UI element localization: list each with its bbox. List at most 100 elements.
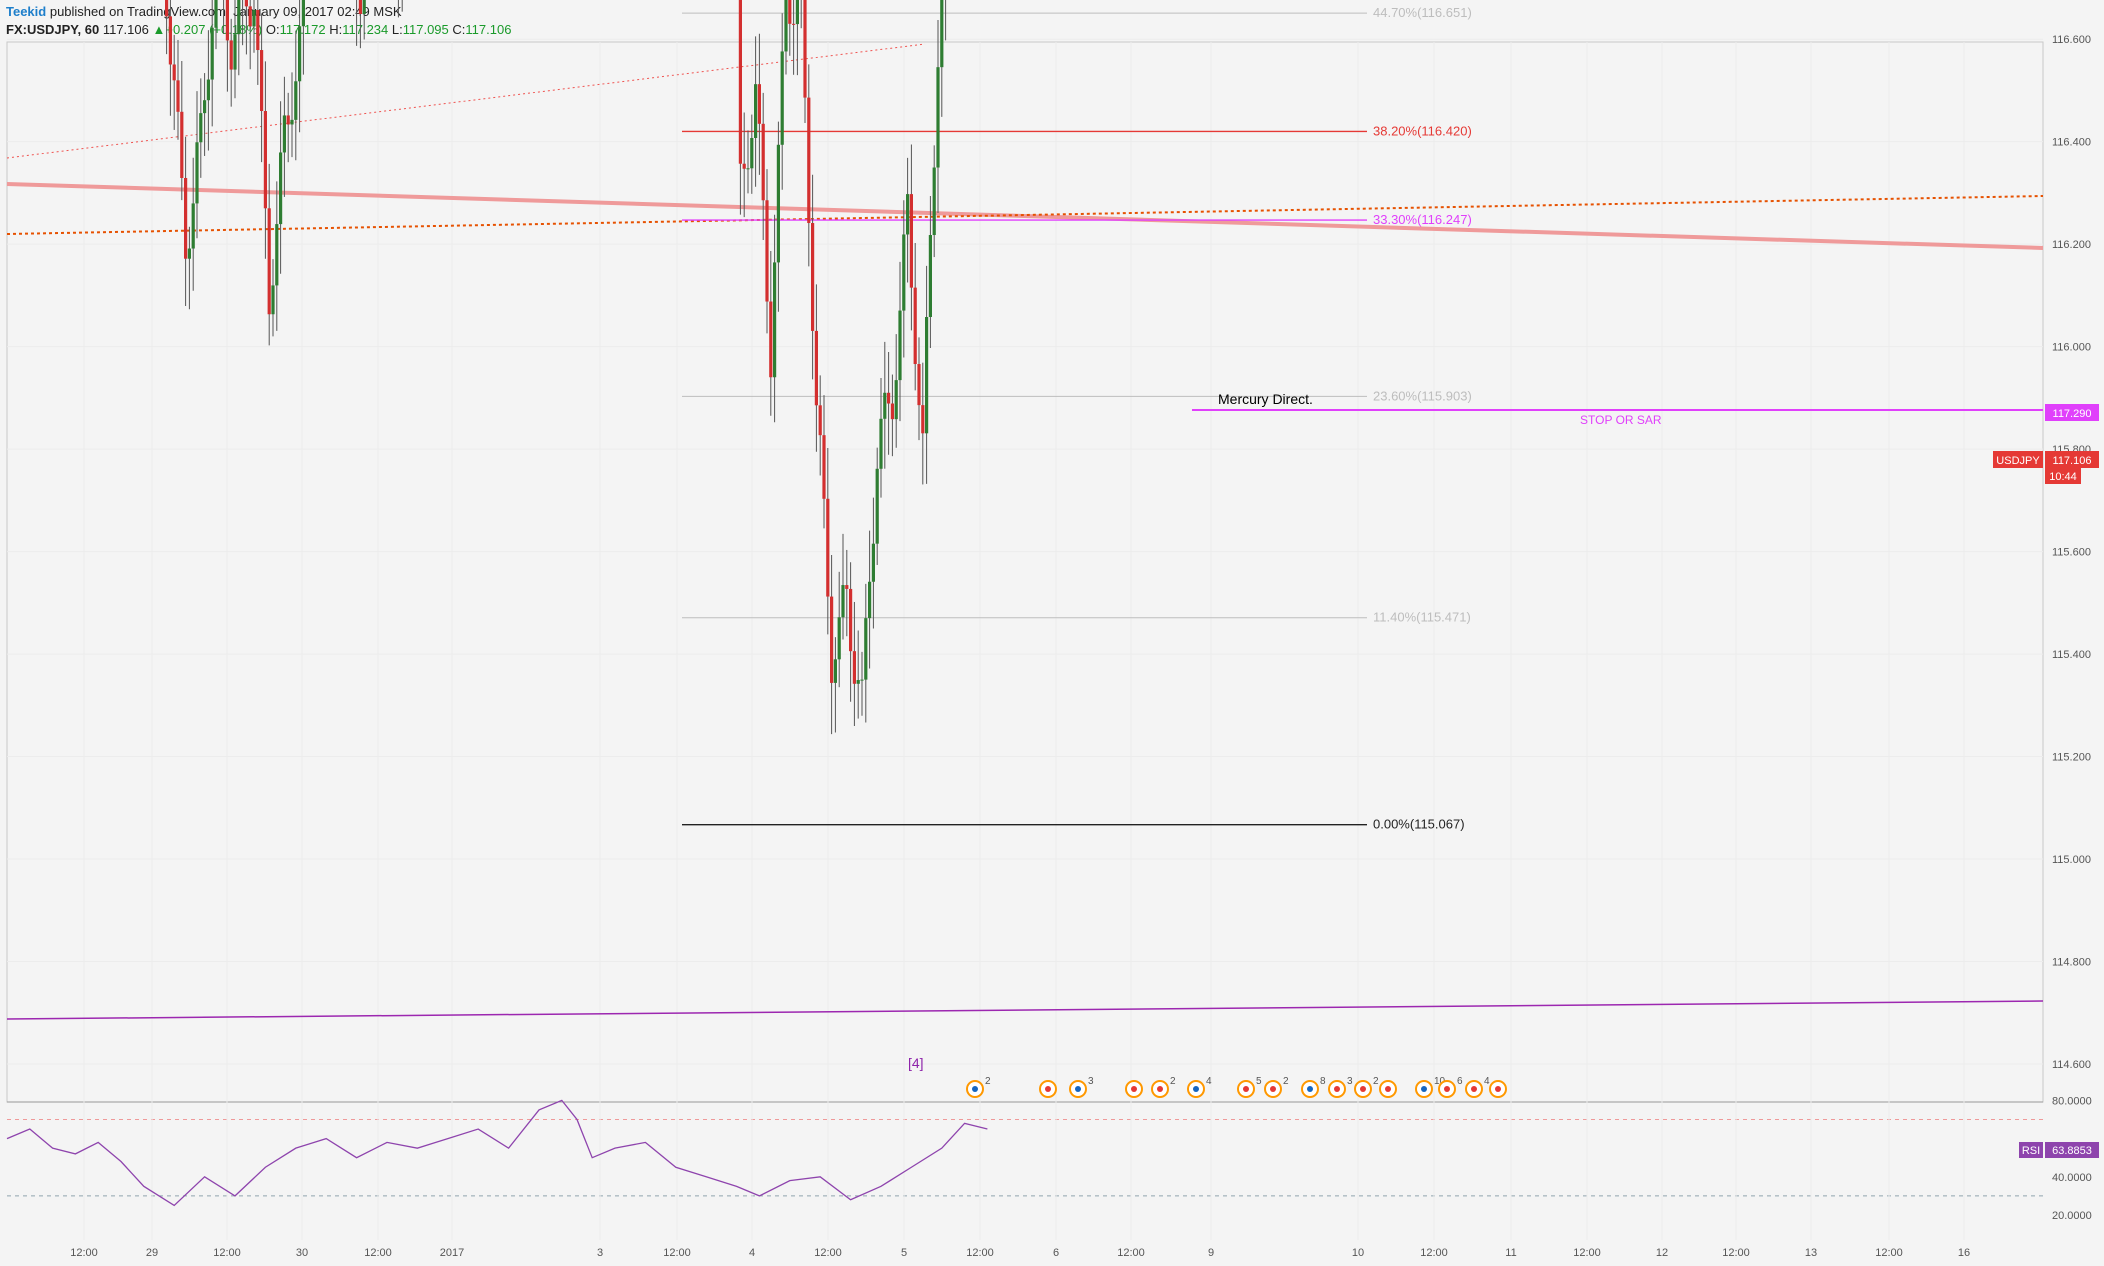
bearish-candle: [256, 9, 260, 51]
bearish-candle: [822, 435, 826, 499]
bullish-candle: [750, 137, 754, 169]
bullish-candle: [199, 113, 203, 143]
fib-level-label: 44.70%(116.651): [1373, 5, 1472, 20]
bearish-candle: [229, 40, 233, 70]
close-label: C:: [452, 22, 466, 37]
bearish-candle: [909, 194, 913, 288]
price-tick-label: 114.800: [2052, 957, 2091, 969]
time-tag: [2045, 468, 2081, 484]
bearish-candle: [165, 0, 169, 17]
bullish-candle: [233, 34, 237, 70]
bearish-candle: [248, 6, 252, 27]
chart-header: Teekid published on TradingView.com, Jan…: [6, 3, 511, 39]
stop-or-sar-label: STOP OR SAR: [1580, 413, 1662, 427]
bearish-candle: [358, 0, 362, 15]
time-tick-label: 3: [597, 1247, 603, 1259]
bullish-candle: [237, 0, 241, 35]
price-tick-label: 116.400: [2052, 137, 2091, 149]
bullish-candle: [754, 84, 758, 138]
fib-level-label: 33.30%(116.247): [1373, 212, 1472, 227]
upper-channel-trendline: [6, 43, 926, 159]
time-tick-label: 6: [1053, 1247, 1059, 1259]
time-tick-label: 11: [1505, 1247, 1516, 1259]
target-icon: 2: [1151, 1076, 1176, 1098]
bearish-candle: [172, 64, 176, 81]
bullish-candle: [868, 581, 872, 619]
target-icon: 5: [1237, 1076, 1262, 1098]
target-icon: [1379, 1080, 1397, 1098]
target-icon-dot: [1471, 1086, 1477, 1092]
bullish-candle: [195, 142, 199, 204]
close-value: 117.106: [465, 22, 512, 37]
rsi-tick-label: 40.0000: [2052, 1172, 2092, 1184]
last-price-tag-text: 117.106: [2053, 455, 2092, 467]
low-label: L:: [391, 22, 403, 37]
time-tick-label: 12:00: [70, 1247, 98, 1259]
bearish-candle: [286, 115, 290, 125]
time-tick-label: 5: [901, 1247, 907, 1259]
economic-events[interactable]: 2 3 2 4 5 2 8 3 2 10 6 4: [966, 1076, 1507, 1098]
bullish-candle: [214, 0, 218, 28]
bullish-candle: [864, 618, 868, 680]
bearish-candle: [769, 301, 773, 378]
event-count: 5: [1256, 1076, 1262, 1087]
time-tick-label: 2017: [440, 1247, 464, 1259]
time-tick-label: 12:00: [966, 1247, 994, 1259]
bearish-candle: [803, 0, 807, 98]
price-tick-label: 116.600: [2052, 34, 2091, 46]
bullish-candle: [187, 248, 191, 259]
bullish-candle: [841, 585, 845, 618]
open-label: O:: [265, 22, 280, 37]
low-value: 117.095: [402, 22, 449, 37]
rsi-tag: [2019, 1142, 2043, 1158]
bullish-candle: [936, 67, 940, 168]
rsi-value-tag: [2045, 1142, 2099, 1158]
publish-info: published on TradingView.com, January 09…: [49, 4, 402, 19]
bearish-candle: [761, 123, 765, 201]
bullish-candle: [203, 100, 207, 114]
high-value: 117.234: [342, 22, 389, 37]
time-axis[interactable]: 12:00 29 12:00 30 12:00 2017 3 12:00 4 12:00 5 12:0…: [70, 1247, 1970, 1259]
target-icon: [1125, 1080, 1143, 1098]
bearish-candle: [180, 111, 184, 178]
target-icon: 4: [1465, 1076, 1490, 1098]
target-icon: [1039, 1080, 1057, 1098]
event-count: 2: [1373, 1076, 1379, 1087]
author-name[interactable]: Teekid: [6, 4, 47, 19]
price-tick-label: 116.000: [2052, 342, 2091, 354]
us-flag-icon: 3: [1069, 1076, 1094, 1098]
time-tag-text: 10:44: [2049, 471, 2077, 483]
bearish-candle: [807, 97, 811, 224]
us-flag-icon-dot: [1307, 1086, 1313, 1092]
time-tick-label: 30: [296, 1247, 308, 1259]
symbol-tag: [1993, 451, 2043, 468]
fibonacci-retracement[interactable]: 100.00%(118.609)88.60%(118.205)85.40%(11…: [682, 0, 1479, 832]
bullish-candle: [784, 0, 788, 52]
bearish-candle: [852, 651, 856, 684]
open-value: 117.172: [279, 22, 326, 37]
rsi-tick-label: 20.0000: [2052, 1210, 2092, 1222]
event-count: 3: [1088, 1076, 1094, 1087]
time-tick-label: 12:00: [663, 1247, 691, 1259]
price-tick-label: 116.200: [2052, 239, 2091, 251]
bearish-candle: [225, 0, 229, 41]
support-trendline: [6, 1000, 2044, 1020]
bullish-candle: [271, 285, 275, 315]
price-axis[interactable]: 118.600118.400118.200118.000117.800117.6…: [2052, 0, 2092, 1222]
bearish-candle: [814, 330, 818, 406]
us-flag-icon-dot: [972, 1086, 978, 1092]
time-tick-label: 12: [1656, 1247, 1668, 1259]
bullish-candle: [932, 167, 936, 236]
bearish-candle: [765, 200, 769, 302]
event-count: 6: [1457, 1076, 1463, 1087]
rsi-tick-label: 80.0000: [2052, 1095, 2092, 1107]
bullish-candle: [879, 418, 883, 469]
bullish-candle: [279, 152, 283, 225]
event-count: 8: [1320, 1076, 1326, 1087]
bullish-candle: [290, 119, 294, 125]
bullish-candle: [776, 144, 780, 263]
bullish-candle: [210, 27, 214, 80]
wave-4-label: [4]: [908, 1055, 924, 1071]
target-icon-dot: [1270, 1086, 1276, 1092]
